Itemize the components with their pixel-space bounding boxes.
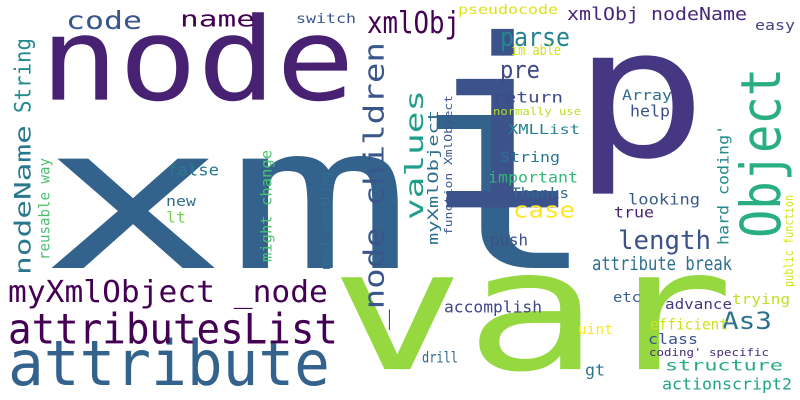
word-return: return (493, 88, 564, 107)
word-drill: drill (422, 348, 459, 367)
word-attribute-break: attribute break (592, 252, 733, 275)
word-values: values (399, 89, 429, 220)
word-gt: gt (585, 360, 606, 380)
word-help: help (630, 101, 670, 121)
word-myxmlobject-node: myXmlObject _node (8, 274, 328, 310)
word-actionscript2: actionscript2 (662, 374, 792, 394)
word-name: name (180, 6, 255, 32)
word-efficient: efficient (650, 315, 728, 334)
word-trying: trying (732, 290, 791, 308)
word-uint: uint (578, 320, 613, 338)
word-attribute: attribute (8, 327, 330, 400)
word-xmlobj-nodename: xmlObj nodeName (567, 3, 748, 25)
word-code: code (66, 5, 142, 35)
word-accomplish: accomplish (444, 297, 543, 317)
word-lt: lt (166, 208, 187, 227)
word-nodename: nodeName (10, 125, 36, 275)
word-new: new (166, 192, 196, 210)
word-structure: structure (665, 356, 783, 375)
word-parse: parse (500, 21, 571, 53)
word-class: class (648, 330, 699, 348)
word-xmlobj: xmlObj (367, 5, 461, 41)
word-thanks: Thanks (511, 184, 570, 202)
word-pseudocode: pseudocode (458, 1, 559, 18)
word-node: node (40, 0, 355, 128)
word-im-able: im able (511, 41, 562, 59)
word-object: Object (729, 67, 794, 238)
word-xmllist: XMLList (508, 121, 581, 138)
word-string-vertical: String (10, 37, 36, 113)
word-push: push (490, 230, 528, 250)
word-array: Array (622, 86, 673, 104)
word-easy: easy (755, 16, 795, 34)
word-as3: As3 (722, 306, 772, 335)
word-switch: switch (296, 10, 357, 27)
word-true: true (614, 203, 654, 222)
word-case: case (513, 197, 575, 223)
word-false: false (167, 160, 220, 180)
word-etc: etc (613, 288, 641, 306)
word-length: length (618, 224, 712, 256)
word-reusable-way: reusable way (35, 157, 54, 260)
word-need-something: need something (318, 172, 333, 270)
word-function-xmlobject: function XmlObject (442, 95, 455, 235)
word-xml: xml (40, 82, 599, 316)
word-pre: pre (500, 55, 540, 84)
word-hard-coding: hard coding' (714, 124, 733, 245)
word-node-children: _node children (357, 42, 391, 331)
word-normally-use: normally use (493, 105, 582, 118)
word-public-function: public function (781, 194, 796, 287)
word-advance: advance (665, 295, 733, 313)
word-i: i (425, 0, 576, 264)
word-attributeslist: attributesList (8, 304, 338, 354)
word-coding-specific: coding' specific (649, 346, 770, 359)
word-important: important (488, 168, 578, 187)
word-myxmlobject: myXmlObject (424, 109, 442, 246)
word-string: String (500, 148, 561, 166)
word-might-change: might change (257, 149, 276, 262)
word-var: var (330, 212, 735, 400)
word-p: p (572, 0, 708, 200)
word-looking: looking (628, 190, 701, 209)
